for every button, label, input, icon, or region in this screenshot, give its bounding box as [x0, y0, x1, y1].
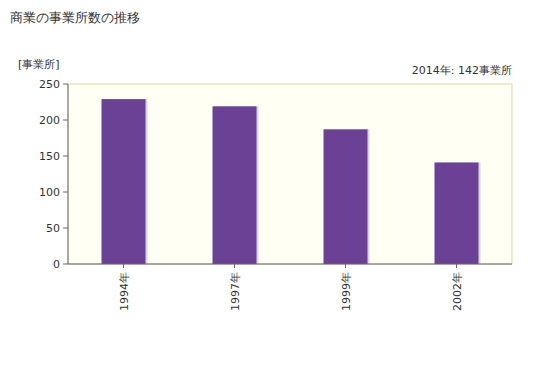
y-tick-label: 50: [46, 222, 60, 235]
y-tick-label: 250: [39, 78, 60, 91]
y-tick-label: 0: [53, 258, 60, 271]
bar: [324, 129, 368, 264]
y-tick-label: 100: [39, 186, 60, 199]
x-tick: [345, 264, 346, 268]
x-tick: [123, 264, 124, 268]
y-axis: [68, 84, 69, 264]
y-tick-label: 200: [39, 114, 60, 127]
y-tick: [63, 192, 68, 193]
chart-container: 商業の事業所数の推移 [事業所] 2014年: 142事業所 0 50 100 150 200…: [0, 0, 560, 366]
y-tick: [63, 264, 68, 265]
bar: [213, 106, 257, 264]
x-tick: [234, 264, 235, 268]
bar: [435, 162, 479, 264]
chart: 商業の事業所数の推移 [事業所] 2014年: 142事業所 0 50 100 150 200…: [0, 0, 560, 366]
y-tick: [63, 84, 68, 85]
title: 商業の事業所数の推移: [10, 10, 140, 25]
x-axis: [68, 264, 512, 265]
y-tick: [63, 228, 68, 229]
bar: [102, 99, 146, 264]
y-tick: [63, 156, 68, 157]
annotation: 2014年: 142事業所: [412, 64, 512, 77]
x-tick: [456, 264, 457, 268]
x-tick-label: 1999年: [340, 272, 353, 311]
x-tick-label: 1994年: [118, 272, 131, 311]
bars: [102, 99, 481, 264]
x-tick-label: 2002年: [451, 272, 464, 311]
plot-area: [68, 84, 512, 264]
y-tick-label: 150: [39, 150, 60, 163]
x-tick-label: 1997年: [229, 272, 242, 311]
y-axis-label: [事業所]: [18, 58, 60, 71]
y-tick: [63, 120, 68, 121]
